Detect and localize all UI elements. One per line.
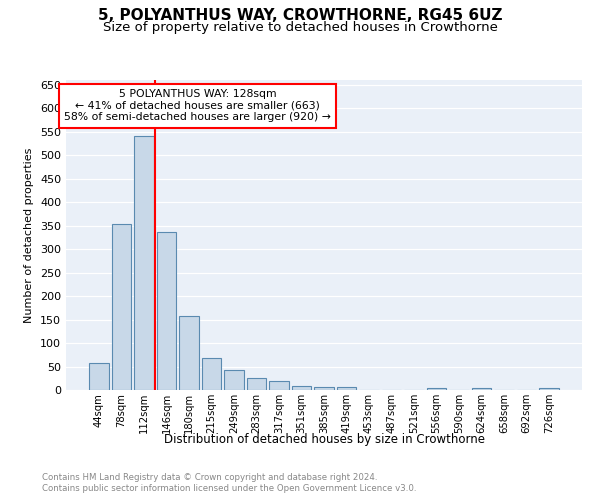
Bar: [292, 386, 311, 390]
Bar: [134, 136, 154, 390]
Bar: [269, 381, 289, 390]
Text: 5, POLYANTHUS WAY, CROWTHORNE, RG45 6UZ: 5, POLYANTHUS WAY, CROWTHORNE, RG45 6UZ: [98, 8, 502, 22]
Bar: [89, 363, 109, 390]
Bar: [427, 388, 446, 390]
Bar: [179, 316, 199, 390]
Bar: [314, 386, 334, 390]
Bar: [112, 224, 131, 390]
Text: 5 POLYANTHUS WAY: 128sqm
← 41% of detached houses are smaller (663)
58% of semi-: 5 POLYANTHUS WAY: 128sqm ← 41% of detach…: [64, 90, 331, 122]
Text: Distribution of detached houses by size in Crowthorne: Distribution of detached houses by size …: [163, 432, 485, 446]
Text: Contains HM Land Registry data © Crown copyright and database right 2024.: Contains HM Land Registry data © Crown c…: [42, 472, 377, 482]
Bar: [337, 386, 356, 390]
Bar: [157, 232, 176, 390]
Bar: [539, 388, 559, 390]
Bar: [247, 378, 266, 390]
Y-axis label: Number of detached properties: Number of detached properties: [25, 148, 34, 322]
Text: Size of property relative to detached houses in Crowthorne: Size of property relative to detached ho…: [103, 21, 497, 34]
Bar: [202, 358, 221, 390]
Text: Contains public sector information licensed under the Open Government Licence v3: Contains public sector information licen…: [42, 484, 416, 493]
Bar: [472, 388, 491, 390]
Bar: [224, 370, 244, 390]
